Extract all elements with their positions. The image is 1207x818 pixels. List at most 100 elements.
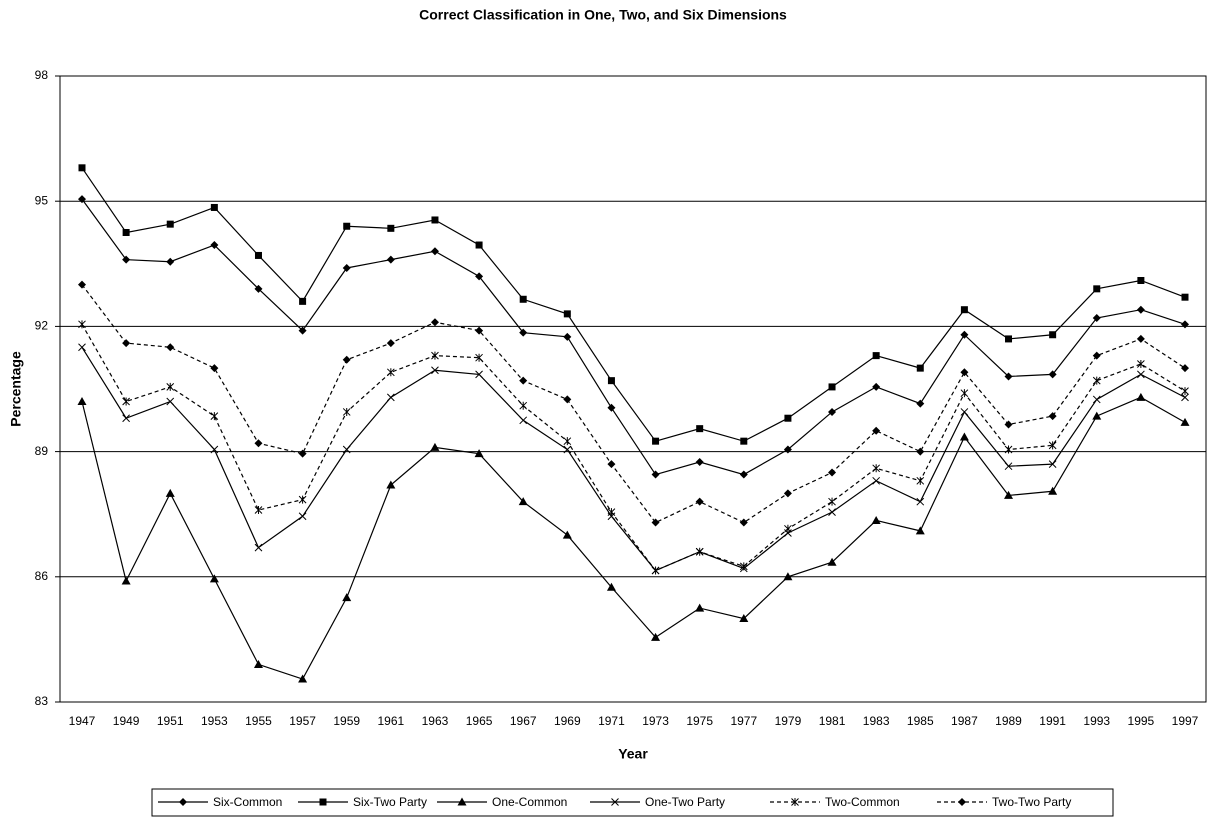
x-tick-label: 1979 <box>775 714 802 728</box>
marker <box>563 395 572 404</box>
marker <box>827 557 837 566</box>
legend-label: Six-Common <box>213 795 282 809</box>
marker <box>695 497 704 506</box>
plot-border <box>59 75 1207 703</box>
x-tick-label: 1953 <box>201 714 228 728</box>
x-tick-label: 1993 <box>1083 714 1110 728</box>
y-tick-label: 86 <box>35 569 49 583</box>
x-tick-label: 1997 <box>1172 714 1199 728</box>
marker <box>828 468 837 477</box>
legend-label: One-Two Party <box>645 795 725 809</box>
legend-marker <box>457 797 467 806</box>
x-tick-label: 1985 <box>907 714 934 728</box>
marker <box>916 476 925 485</box>
marker <box>562 530 572 539</box>
marker <box>210 412 219 421</box>
marker <box>783 445 792 454</box>
marker <box>916 399 925 408</box>
legend-label: Two-Two Party <box>992 795 1071 809</box>
marker <box>652 437 660 445</box>
x-tick-label: 1973 <box>642 714 669 728</box>
marker <box>254 439 263 448</box>
marker <box>166 220 174 228</box>
marker <box>1136 334 1145 343</box>
marker <box>166 397 175 406</box>
marker <box>606 582 616 591</box>
x-tick-label: 1971 <box>598 714 625 728</box>
legend-marker <box>179 798 187 806</box>
legend-label: One-Common <box>492 795 567 809</box>
x-tick-label: 1991 <box>1039 714 1066 728</box>
marker <box>77 397 87 406</box>
marker <box>386 393 395 402</box>
marker <box>872 352 880 360</box>
marker <box>871 515 881 524</box>
marker <box>431 216 439 224</box>
marker <box>475 241 483 249</box>
marker <box>78 195 86 204</box>
marker <box>1093 285 1101 293</box>
marker <box>563 445 572 454</box>
marker <box>342 263 351 272</box>
marker <box>651 566 660 575</box>
legend-marker <box>958 798 966 806</box>
marker <box>695 458 704 467</box>
series-line <box>81 284 1186 524</box>
marker <box>1092 314 1101 323</box>
marker <box>121 576 131 585</box>
marker <box>960 368 969 377</box>
y-axis-title: Percentage <box>8 351 24 427</box>
x-tick-label: 1947 <box>69 714 96 728</box>
marker <box>872 382 881 391</box>
marker <box>1048 486 1058 495</box>
x-tick-label: 1969 <box>554 714 581 728</box>
marker <box>254 506 263 515</box>
marker <box>1048 460 1057 468</box>
marker <box>960 389 969 398</box>
marker <box>342 445 351 454</box>
marker <box>1181 387 1189 396</box>
marker <box>1092 376 1101 385</box>
marker <box>739 518 748 527</box>
x-axis-title: Year <box>618 746 648 762</box>
marker <box>475 272 484 281</box>
marker <box>872 426 881 435</box>
marker <box>430 318 439 327</box>
marker <box>1004 445 1013 454</box>
marker <box>122 229 130 236</box>
marker <box>1092 351 1101 360</box>
marker <box>122 255 131 264</box>
marker <box>430 247 439 256</box>
marker <box>254 284 263 293</box>
marker <box>210 445 219 454</box>
marker <box>1137 370 1145 379</box>
marker <box>122 397 130 406</box>
chart-title: Correct Classification in One, Two, and … <box>419 7 787 23</box>
series-line <box>81 324 1186 572</box>
marker <box>1092 395 1101 404</box>
marker <box>519 295 527 303</box>
marker <box>739 470 748 479</box>
marker <box>1048 441 1057 450</box>
marker <box>1181 393 1189 402</box>
x-tick-label: 1983 <box>863 714 890 728</box>
marker <box>695 603 705 612</box>
x-tick-label: 1955 <box>245 714 272 728</box>
marker <box>474 449 484 458</box>
marker <box>386 255 395 264</box>
marker <box>518 497 528 506</box>
series-line <box>81 198 1186 476</box>
marker <box>1181 364 1189 373</box>
series-line <box>81 396 1186 680</box>
legend-label: Six-Two Party <box>353 795 427 809</box>
marker <box>960 330 969 339</box>
x-tick-label: 1959 <box>333 714 360 728</box>
marker <box>431 366 439 375</box>
series-line <box>81 167 1186 442</box>
marker <box>1137 276 1145 284</box>
marker <box>1136 305 1145 314</box>
marker <box>651 518 660 527</box>
marker <box>165 488 175 497</box>
marker <box>784 414 792 422</box>
